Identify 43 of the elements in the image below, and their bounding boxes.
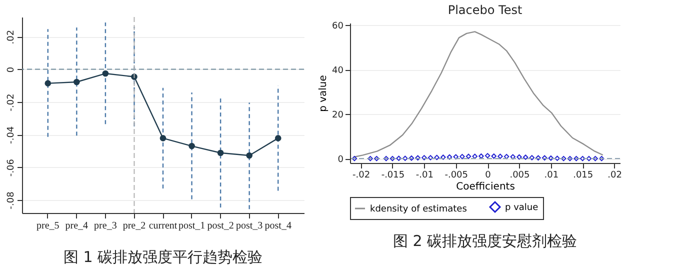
x-tick-label: .02: [608, 170, 622, 180]
y-tick-label: 0: [6, 66, 16, 73]
y-tick-label: -.06: [6, 158, 16, 177]
x-tick-label: pre_5: [36, 220, 60, 232]
x-tick-label: pre_4: [65, 220, 88, 232]
x-tick-label: .01: [544, 170, 559, 180]
x-tick-label: post_1: [178, 220, 206, 232]
x-tick-label: pre_3: [94, 220, 117, 232]
y-tick-label: 40: [332, 66, 344, 76]
point: [246, 152, 252, 159]
x-tick-label: .015: [573, 170, 594, 180]
x-tick-label: post_4: [264, 220, 292, 232]
x-tick-label: -.02: [352, 170, 370, 180]
x-tick-label: pre_2: [122, 220, 146, 232]
caption: 图 1 碳排放强度平行趋势检验: [63, 248, 263, 266]
x-tick-label: 0: [485, 170, 492, 180]
point: [160, 135, 166, 142]
y-tick-label: .02: [6, 30, 16, 44]
caption: 图 2 碳排放强度安慰剂检验: [392, 232, 578, 250]
y-tick-label: -.04: [6, 126, 16, 144]
x-tick-label: post_2: [207, 220, 234, 232]
x-tick-label: post_3: [236, 220, 263, 232]
y-tick-label: 0: [338, 155, 344, 166]
x-tick-label: -.005: [444, 170, 468, 180]
x-tick-label: -.01: [416, 170, 434, 180]
x-tick-label: -.015: [381, 170, 405, 180]
point: [102, 70, 109, 77]
x-axis-title: Coefficients: [456, 182, 515, 192]
y-tick-label: -.02: [6, 94, 16, 112]
point: [274, 135, 282, 142]
y-tick-label: -.08: [6, 191, 16, 210]
legend-label: p value: [505, 203, 539, 213]
x-tick-label: current: [148, 220, 178, 232]
y-tick-label: 60: [332, 22, 344, 32]
y-axis-title: p value: [318, 75, 330, 112]
point: [217, 150, 224, 156]
x-tick-label: .005: [510, 170, 530, 180]
chart-title: Placebo Test: [448, 3, 522, 18]
y-tick-label: 20: [332, 110, 344, 121]
point: [44, 80, 52, 86]
legend-label: kdensity of estimates: [370, 204, 468, 214]
point: [188, 142, 195, 150]
point: [74, 78, 80, 86]
